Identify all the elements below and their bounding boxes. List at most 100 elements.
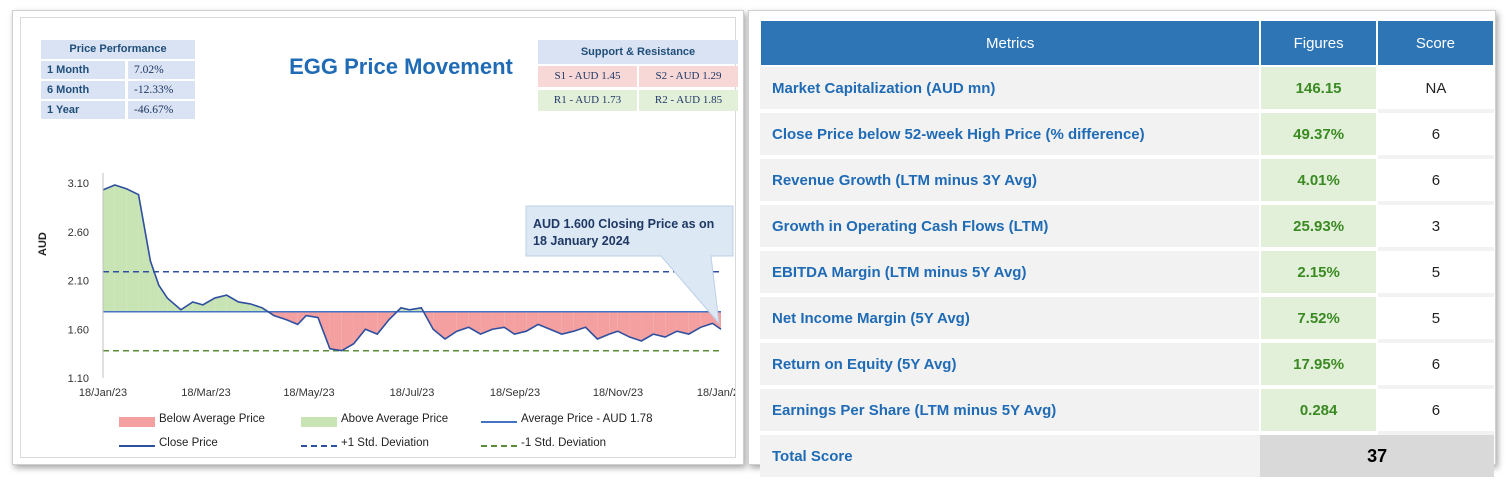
below-average-fill — [597, 311, 610, 339]
pp-value: 7.02% — [128, 61, 195, 79]
below-average-fill — [549, 311, 562, 335]
metrics-table: Metrics Figures Score Market Capitalizat… — [758, 19, 1496, 481]
below-average-fill — [700, 311, 713, 328]
table-row: Return on Equity (5Y Avg) 17.95% 6 — [760, 341, 1494, 389]
metric-figure: 4.01% — [1259, 157, 1377, 205]
metric-figure: 2.15% — [1259, 249, 1377, 297]
price-performance-row: 1 Month 7.02% — [41, 61, 195, 79]
metric-score: 5 — [1375, 249, 1494, 297]
total-score-label: Total Score — [760, 433, 1261, 481]
table-row: Growth in Operating Cash Flows (LTM) 25.9… — [760, 203, 1494, 251]
above-average-fill — [150, 261, 159, 312]
x-tick-label: 18/May/23 — [283, 387, 334, 399]
metric-score: 5 — [1375, 295, 1494, 343]
below-average-fill — [377, 311, 390, 335]
price-chart: 1.10 1.60 2.10 2.60 3.10 18/Jan/23 18/Mar/23 1… — [68, 173, 735, 399]
below-average-fill — [665, 311, 677, 338]
y-tick-label: 2.10 — [68, 276, 89, 288]
y-tick-label: 1.10 — [68, 373, 89, 385]
table-row: EBITDA Margin (LTM minus 5Y Avg) 2.15% 5 — [760, 249, 1494, 297]
pp-value: -12.33% — [128, 81, 195, 99]
price-performance-row: 6 Month -12.33% — [41, 81, 195, 99]
legend-label: +1 Std. Deviation — [341, 437, 429, 449]
above-average-fill — [103, 184, 115, 312]
x-tick-label: 18/Jan/24 — [697, 387, 735, 399]
below-average-fill — [653, 311, 666, 338]
legend-swatch-green — [301, 417, 337, 427]
total-score-value: 37 — [1260, 433, 1494, 481]
close-price-line — [102, 184, 722, 352]
pp-label: 6 Month — [41, 81, 125, 99]
table-header-row: Metrics Figures Score — [758, 19, 1496, 67]
metric-name: Earnings Per Share (LTM minus 5Y Avg) — [760, 387, 1261, 435]
below-average-fill — [329, 311, 342, 351]
header-metrics: Metrics — [758, 19, 1262, 67]
table-row: Market Capitalization (AUD mn) 146.15 NA — [760, 66, 1494, 113]
legend-label: Below Average Price — [159, 413, 265, 425]
metric-name: Net Income Margin (5Y Avg) — [760, 295, 1261, 343]
y-tick-label: 3.10 — [68, 178, 89, 190]
legend-line-close — [119, 445, 155, 447]
legend-label: -1 Std. Deviation — [521, 437, 607, 449]
below-average-fill — [514, 311, 527, 335]
table-row: Close Price below 52-week High Price (% … — [760, 111, 1494, 159]
x-tick-label: 18/Jan/23 — [79, 387, 127, 399]
above-average-fill — [114, 184, 127, 312]
header-score: Score — [1375, 19, 1496, 67]
above-average-fill — [226, 295, 239, 312]
price-performance-row: 1 Year -46.67% — [41, 101, 195, 119]
below-average-fill — [629, 311, 642, 341]
resistance-2: R2 - AUD 1.85 — [639, 90, 738, 111]
metrics-panel: Metrics Figures Score Market Capitalizat… — [748, 10, 1496, 481]
y-tick-label: 2.60 — [68, 227, 89, 239]
below-average-fill — [561, 311, 574, 335]
above-average-fill — [158, 285, 168, 312]
total-row: Total Score 37 — [760, 433, 1494, 481]
above-average-fill — [126, 188, 139, 312]
below-average-fill — [433, 311, 446, 339]
chart-title: EGG Price Movement — [289, 54, 513, 79]
pp-label: 1 Month — [41, 61, 125, 79]
header-figures: Figures — [1259, 19, 1378, 67]
above-average-fill — [138, 194, 151, 312]
metric-name: Market Capitalization (AUD mn) — [760, 66, 1261, 113]
below-average-fill — [445, 311, 457, 339]
table-row: Net Income Margin (5Y Avg) 7.52% 5 — [760, 295, 1494, 343]
below-average-fill — [492, 311, 505, 330]
support-resistance-title: Support & Resistance — [538, 40, 738, 64]
y-tick-label: 1.60 — [68, 324, 89, 336]
price-chart-frame: Price Performance 1 Month 7.02% 6 Month … — [20, 17, 738, 458]
below-average-fill — [365, 311, 378, 335]
metric-name: Growth in Operating Cash Flows (LTM) — [760, 203, 1261, 251]
x-tick-label: 18/Sep/23 — [490, 387, 540, 399]
metric-name: Close Price below 52-week High Price (% … — [760, 111, 1261, 159]
above-average-fill — [250, 303, 263, 312]
below-average-fill — [341, 311, 354, 351]
above-average-fill — [238, 301, 251, 312]
legend-line-minus-sd — [481, 445, 517, 447]
below-average-fill — [676, 311, 689, 335]
x-tick-label: 18/Mar/23 — [181, 387, 231, 399]
callout-text: AUD 1.600 Closing Price as on 18 January… — [533, 217, 715, 248]
metric-figure: 0.284 — [1259, 387, 1377, 435]
below-average-fill — [617, 311, 630, 338]
metric-score: 6 — [1375, 157, 1494, 205]
below-average-fill — [274, 311, 286, 320]
legend-line-plus-sd — [301, 445, 337, 447]
metric-figure: 49.37% — [1259, 111, 1377, 159]
legend-swatch-red — [119, 417, 155, 427]
legend-label: Average Price - AUD 1.78 — [521, 413, 653, 425]
resistance-1: R1 - AUD 1.73 — [538, 90, 637, 111]
metric-score: NA — [1375, 66, 1494, 113]
metric-figure: 146.15 — [1259, 66, 1377, 113]
price-chart-panel: Price Performance 1 Month 7.02% 6 Month … — [12, 10, 744, 465]
pp-value: -46.67% — [128, 101, 195, 119]
metric-score: 6 — [1375, 341, 1494, 389]
below-average-fill — [641, 311, 654, 341]
below-average-fill — [526, 311, 539, 332]
legend-line-avg — [481, 421, 517, 423]
metric-score: 6 — [1375, 387, 1494, 435]
legend-label: Above Average Price — [341, 413, 449, 425]
below-average-fill — [573, 311, 586, 332]
metric-figure: 17.95% — [1259, 341, 1377, 389]
